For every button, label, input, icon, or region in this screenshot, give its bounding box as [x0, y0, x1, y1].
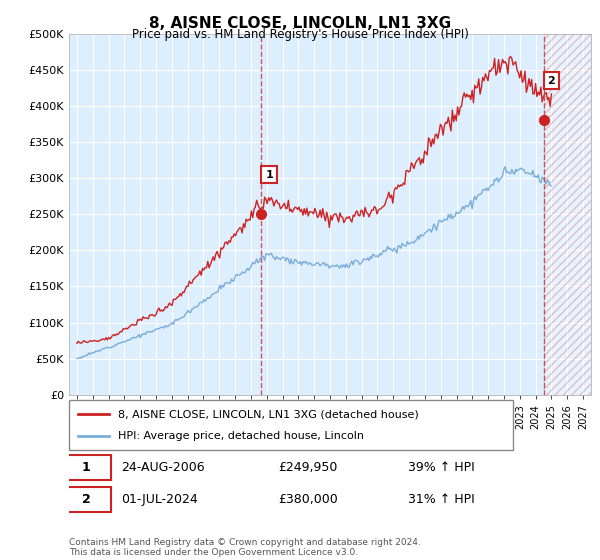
Text: 31% ↑ HPI: 31% ↑ HPI — [409, 493, 475, 506]
Text: 8, AISNE CLOSE, LINCOLN, LN1 3XG (detached house): 8, AISNE CLOSE, LINCOLN, LN1 3XG (detach… — [118, 409, 419, 419]
Text: 1: 1 — [265, 170, 273, 180]
Text: 24-AUG-2006: 24-AUG-2006 — [121, 461, 205, 474]
Text: £249,950: £249,950 — [278, 461, 337, 474]
Text: Contains HM Land Registry data © Crown copyright and database right 2024.
This d: Contains HM Land Registry data © Crown c… — [69, 538, 421, 557]
Text: 1: 1 — [82, 461, 91, 474]
FancyBboxPatch shape — [61, 487, 111, 512]
Text: 01-JUL-2024: 01-JUL-2024 — [121, 493, 198, 506]
Text: Price paid vs. HM Land Registry's House Price Index (HPI): Price paid vs. HM Land Registry's House … — [131, 28, 469, 41]
Text: 39% ↑ HPI: 39% ↑ HPI — [409, 461, 475, 474]
Text: 2: 2 — [82, 493, 91, 506]
Text: HPI: Average price, detached house, Lincoln: HPI: Average price, detached house, Linc… — [118, 431, 364, 441]
Text: 8, AISNE CLOSE, LINCOLN, LN1 3XG: 8, AISNE CLOSE, LINCOLN, LN1 3XG — [149, 16, 451, 31]
Text: 2: 2 — [548, 76, 556, 86]
FancyBboxPatch shape — [61, 455, 111, 480]
Text: £380,000: £380,000 — [278, 493, 338, 506]
